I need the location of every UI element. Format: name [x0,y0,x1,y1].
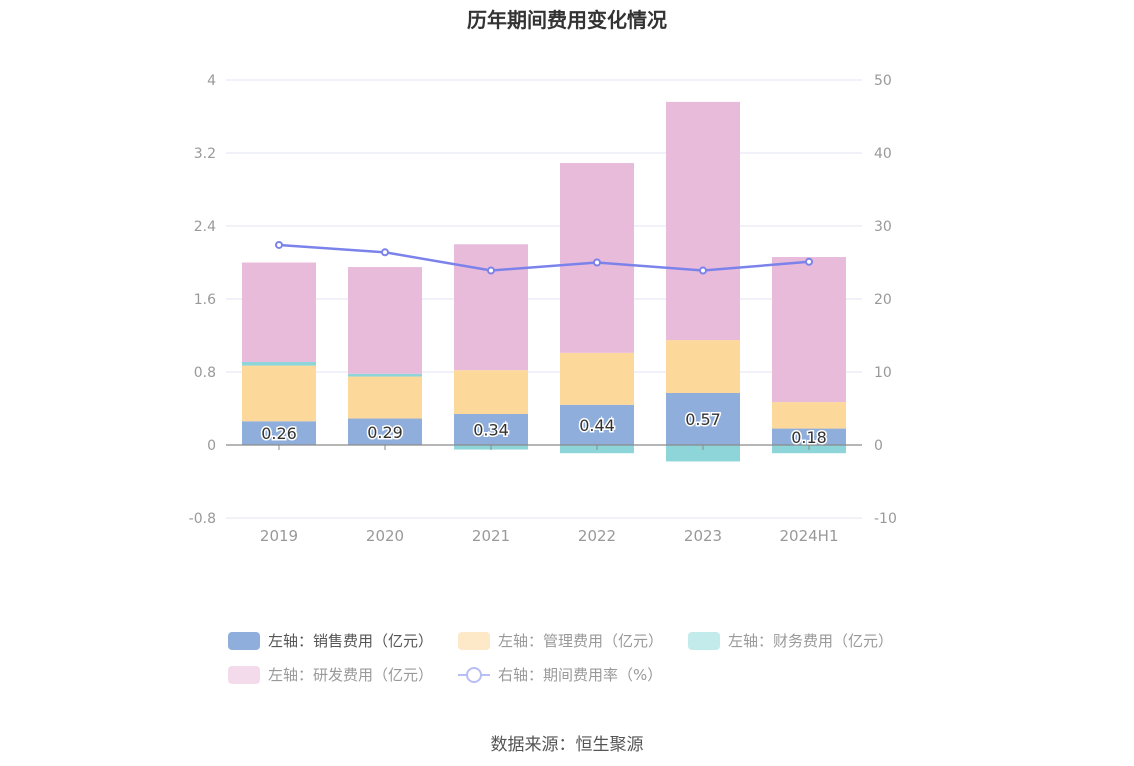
rate-line [278,243,810,272]
bar-segment-0 [348,418,422,445]
bar-segment-2 [666,445,740,462]
legend-label-rate: 右轴：期间费用率（%） [498,666,663,684]
bar-segment-0 [242,421,316,445]
left-axis-tick-label: 0.8 [194,365,216,381]
rate-point [381,248,389,257]
sales-data-label: 0.57 [685,410,721,429]
legend-item-admin[interactable]: 左轴：管理费用（亿元） [458,630,663,651]
bar-segment-1 [772,402,846,429]
bar-segment-3 [772,257,846,403]
right-axis-tick-label: 10 [874,365,892,381]
left-axis-tick-label: -0.8 [189,511,216,527]
rate-point [593,258,601,267]
legend-swatch-admin [458,631,490,650]
bar-segment-3 [348,267,422,374]
bar-segment-1 [454,370,528,414]
legend-label-sales: 左轴：销售费用（亿元） [268,632,434,650]
right-axis-tick-label: 50 [874,73,892,89]
bar-segment-0 [666,392,740,445]
x-axis-category-label: 2022 [578,527,616,545]
chart-title: 历年期间费用变化情况 [467,8,667,32]
left-axis-tick-label: 0 [207,438,216,454]
bar-segment-1 [666,340,740,393]
x-axis-category-label: 2019 [260,527,298,545]
x-axis-category-label: 2023 [684,527,722,545]
bar-segment-3 [666,101,740,341]
sales-data-label: 0.26 [261,424,297,443]
sales-data-label: 0.34 [473,420,509,439]
bar-segment-3 [242,262,316,362]
right-axis-tick-label: 30 [874,219,892,235]
bar-segment-0 [454,413,528,445]
left-axis-tick-label: 3.2 [194,146,216,162]
rate-point [699,266,707,275]
legend-swatch-rnd [228,665,260,684]
sales-data-label: 0.29 [367,423,403,442]
legend-swatch-sales [228,631,260,650]
bar-segment-2 [242,361,316,366]
legend-item-finance[interactable]: 左轴：财务费用（亿元） [688,630,893,651]
sales-data-label: 0.18 [791,428,827,447]
bar-segment-3 [560,163,634,353]
right-axis-tick-label: 40 [874,146,892,162]
left-axis-tick-label: 4 [207,73,216,89]
bar-segment-3 [454,244,528,371]
data-source: 数据来源：恒生聚源 [490,735,644,755]
sales-data-label: 0.44 [579,416,615,435]
rate-point [275,240,283,249]
legend-item-rnd[interactable]: 左轴：研发费用（亿元） [228,664,433,685]
legend-swatch-finance [688,631,720,650]
bar-segment-1 [348,376,422,419]
bar-segment-1 [242,365,316,422]
left-axis-tick-label: 1.6 [194,292,216,308]
bar-segment-0 [560,404,634,445]
legend-item-rate[interactable]: 右轴：期间费用率（%） [458,664,662,685]
bar-segment-0 [772,428,846,445]
left-axis-tick-label: 2.4 [194,219,216,235]
legend-label-finance: 左轴：财务费用（亿元） [728,632,894,650]
legend-label-rnd: 左轴：研发费用（亿元） [268,666,434,684]
legend-line-rate-icon [458,666,490,684]
x-axis-category-label: 2020 [366,527,404,545]
right-axis-tick-label: 0 [874,438,883,454]
chart-svg: 4 3.2 2.4 1.6 0.8 0 -0.8 50 40 30 20 10 0 -10 0.26 0.29… [189,73,897,545]
bar-segment-1 [560,352,634,405]
legend-label-admin: 左轴：管理费用（亿元） [498,632,664,650]
right-axis-tick-label: 20 [874,292,892,308]
rate-point [805,257,813,266]
right-axis-tick-label: -10 [874,511,897,527]
rate-point [487,266,495,275]
x-axis-category-label: 2024H1 [780,527,839,545]
legend-item-sales[interactable]: 左轴：销售费用（亿元） [228,630,433,651]
bar-segment-2 [348,373,422,377]
x-axis-category-label: 2021 [472,527,510,545]
